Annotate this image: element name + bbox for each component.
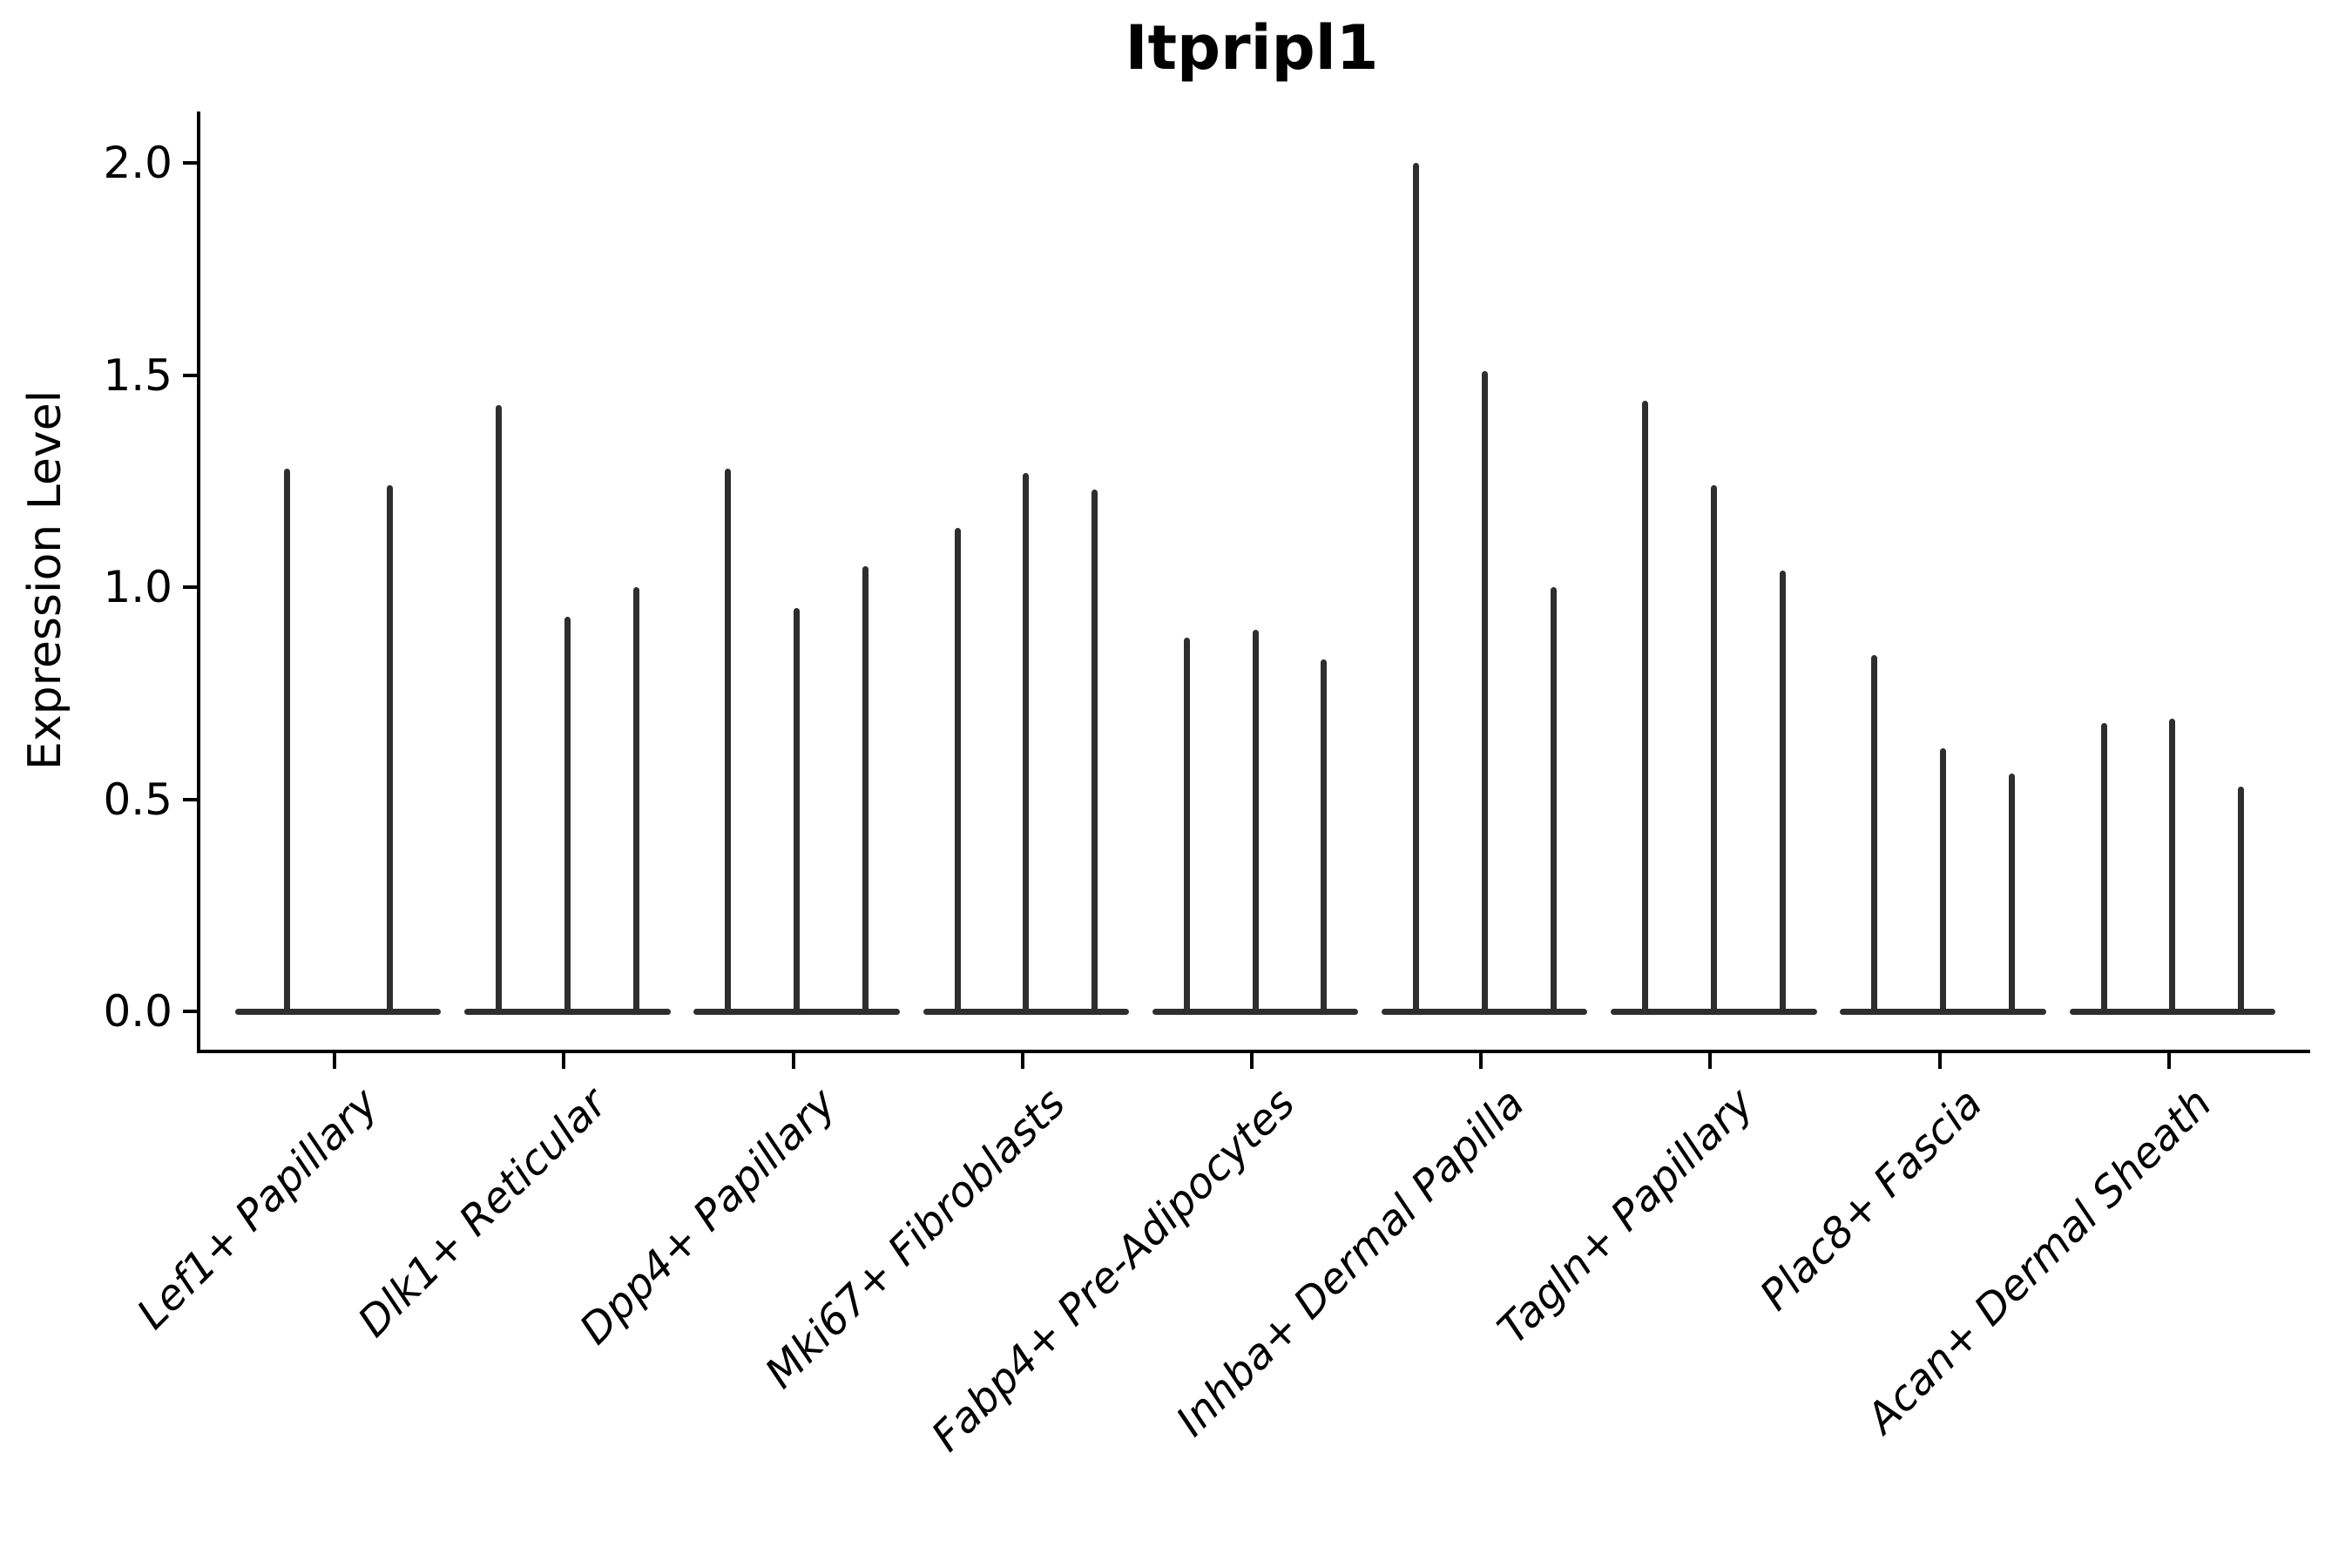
violin-spike — [2169, 718, 2176, 1010]
y-tick-label: 2.0 — [103, 138, 172, 188]
plot-area — [197, 112, 2310, 1053]
x-tick-label: Fabp4+ Pre-Adipocytes — [922, 1078, 1305, 1462]
violin-spike — [1252, 629, 1259, 1010]
violin-spike — [283, 468, 290, 1010]
violin-spike — [1183, 638, 1190, 1010]
violin-spike — [2008, 774, 2015, 1010]
chart-title: Itpripl1 — [1125, 12, 1379, 84]
violin-spike — [632, 587, 639, 1010]
y-tick-label: 1.0 — [103, 562, 172, 612]
x-axis-tick — [562, 1053, 566, 1069]
violin-spike — [1023, 472, 1030, 1010]
violin-baseline — [1611, 1008, 1817, 1015]
y-axis-tick — [183, 1010, 197, 1013]
y-tick-label: 0.5 — [103, 774, 172, 825]
x-axis-tick — [1250, 1053, 1254, 1069]
violin-spike — [1412, 163, 1419, 1010]
x-tick-label: Dpp4+ Papillary — [571, 1078, 846, 1355]
x-tick-label: Tagln+ Papillary — [1488, 1078, 1763, 1354]
violin-baseline — [1382, 1008, 1588, 1015]
x-axis-tick — [1479, 1053, 1484, 1069]
violin-spike — [725, 468, 732, 1010]
x-axis-tick — [1708, 1053, 1713, 1069]
violin-spike — [496, 404, 503, 1010]
x-axis-tick — [2166, 1053, 2171, 1069]
y-axis-tick — [183, 797, 197, 801]
violin-baseline — [464, 1008, 671, 1015]
violin-spike — [954, 527, 961, 1010]
violin-baseline — [923, 1008, 1129, 1015]
violin-spike — [1481, 370, 1488, 1010]
violin-spike — [1321, 659, 1328, 1010]
y-tick-label: 1.5 — [103, 349, 172, 401]
violin-spike — [564, 617, 571, 1010]
y-tick-label: 0.0 — [103, 986, 172, 1037]
violin-spike — [2238, 786, 2245, 1010]
violin-spike — [1940, 748, 1947, 1010]
y-axis-tick — [183, 161, 197, 165]
violin-baseline — [1152, 1008, 1359, 1015]
violin-spike — [1871, 654, 1878, 1010]
violin-baseline — [2069, 1008, 2275, 1015]
violin-baseline — [235, 1008, 442, 1015]
x-axis-tick — [791, 1053, 795, 1069]
violin-baseline — [693, 1008, 900, 1015]
x-axis-tick — [1937, 1053, 1942, 1069]
violin-spike — [386, 485, 393, 1010]
y-axis-tick — [183, 373, 197, 377]
violin-spike — [862, 565, 868, 1010]
y-axis-tick — [183, 585, 197, 589]
x-axis-tick — [1020, 1053, 1024, 1069]
violin-spike — [1642, 400, 1649, 1010]
violin-baseline — [1840, 1008, 2046, 1015]
violin-spike — [1550, 587, 1557, 1010]
x-axis-tick — [333, 1053, 337, 1069]
violin-spike — [2100, 722, 2107, 1010]
x-tick-label: Dlk1+ Reticular — [348, 1078, 617, 1347]
violin-spike — [794, 608, 801, 1010]
violin-spike — [1092, 489, 1098, 1010]
x-tick-label: Plac8+ Fascia — [1751, 1078, 1992, 1321]
x-tick-label: Lef1+ Papillary — [127, 1078, 388, 1339]
violin-spike — [1779, 570, 1786, 1010]
violin-spike — [1710, 485, 1717, 1010]
